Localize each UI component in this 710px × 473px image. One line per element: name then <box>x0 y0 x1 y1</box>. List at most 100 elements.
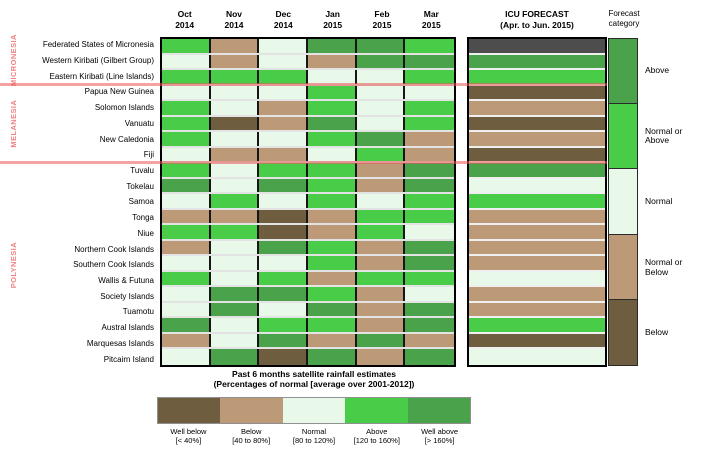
month-cell <box>210 287 260 301</box>
legend-range: [< 40%] <box>175 435 202 445</box>
row-label: Austral Islands <box>101 323 154 333</box>
icu-forecast-cell <box>469 209 605 226</box>
caption-line1: Past 6 months satellite rainfall estimat… <box>232 369 396 379</box>
month-cell <box>356 39 406 53</box>
month-cell <box>162 132 211 146</box>
icu-forecast-column <box>467 37 607 367</box>
month-cell <box>259 101 308 115</box>
legend-swatch <box>158 398 221 423</box>
table-row <box>162 39 454 55</box>
month-cell <box>162 302 211 317</box>
month-cell <box>162 271 211 286</box>
month-cell <box>259 178 308 193</box>
forecast-category-header-line1: Forecast <box>608 9 640 18</box>
month-name: Jan <box>325 9 340 19</box>
month-year: 2014 <box>224 19 244 30</box>
row-label: Solomon Islands <box>94 103 154 113</box>
month-cell <box>308 54 357 69</box>
month-cell <box>162 116 211 131</box>
table-row <box>162 194 454 210</box>
month-cell <box>405 318 454 332</box>
month-cell <box>210 194 260 208</box>
month-header: Dec 2014 <box>259 9 308 30</box>
table-row <box>162 256 454 272</box>
row-label: Papua New Guinea <box>84 87 154 97</box>
month-cell <box>405 194 454 208</box>
region-separator-line <box>0 82 607 86</box>
month-cell <box>259 349 308 365</box>
month-cell <box>405 349 454 365</box>
table-row <box>162 116 454 133</box>
figure-caption: Past 6 months satellite rainfall estimat… <box>157 369 471 389</box>
table-row <box>162 178 454 195</box>
month-cell <box>210 147 260 162</box>
month-year: 2015 <box>421 19 441 30</box>
month-cell <box>405 302 454 317</box>
month-cell <box>162 318 211 332</box>
forecast-category-swatch <box>609 234 637 300</box>
icu-forecast-cell <box>469 333 605 350</box>
table-row <box>162 302 454 319</box>
monthly-rainfall-grid <box>160 37 456 367</box>
month-cell <box>162 101 211 115</box>
month-cell <box>356 54 406 69</box>
legend-swatch <box>220 398 283 423</box>
legend-name: Above <box>366 427 388 436</box>
forecast-category-labels: Above Normal or Above Normal Normal or Belo… <box>645 38 707 366</box>
month-cell <box>405 287 454 301</box>
island-row-labels: Federated States of Micronesia Western Ki… <box>0 37 157 367</box>
month-cell <box>308 256 357 270</box>
month-cell <box>210 178 260 193</box>
month-name: Dec <box>275 9 292 19</box>
month-cell <box>405 116 454 131</box>
month-cell <box>308 349 357 365</box>
month-cell <box>405 333 454 348</box>
row-label: Eastern Kiribati (Line Islands) <box>49 71 155 81</box>
month-cell <box>210 209 260 224</box>
month-cell <box>405 271 454 286</box>
table-row <box>162 287 454 303</box>
month-cell <box>259 302 308 317</box>
legend-label: Normal [80 to 120%] <box>283 427 346 445</box>
month-cell <box>210 163 260 177</box>
month-cell <box>356 302 406 317</box>
table-row <box>162 132 454 148</box>
month-cell <box>308 147 357 162</box>
month-cell <box>162 194 211 208</box>
month-cell <box>405 39 454 53</box>
month-cell <box>308 178 357 193</box>
row-label: Niue <box>137 228 154 238</box>
month-cell <box>356 333 406 348</box>
icu-forecast-cell <box>469 116 605 133</box>
row-label: Tuvalu <box>130 166 154 176</box>
icu-forecast-cell <box>469 194 605 210</box>
icu-forecast-cell <box>469 85 605 102</box>
icu-forecast-cell <box>469 178 605 195</box>
caption-line2: (Percentages of normal [average over 200… <box>213 379 415 389</box>
legend-name: Normal <box>301 427 327 436</box>
month-cell <box>356 147 406 162</box>
month-cell <box>162 287 211 301</box>
icu-forecast-cell <box>469 318 605 334</box>
month-cell <box>308 225 357 239</box>
row-label: New Caledonia <box>99 134 154 144</box>
month-cell <box>259 256 308 270</box>
month-cell <box>308 333 357 348</box>
month-year: 2014 <box>175 19 195 30</box>
month-cell <box>356 163 406 177</box>
month-cell <box>210 349 260 365</box>
month-cell <box>356 209 406 224</box>
forecast-category-header-line2: category <box>608 19 640 28</box>
month-cell <box>356 132 406 146</box>
forecast-category-swatch <box>609 104 637 170</box>
month-cell <box>162 349 211 365</box>
month-cell <box>356 178 406 193</box>
icu-forecast-cell <box>469 101 605 117</box>
month-cell <box>308 39 357 53</box>
month-cell <box>356 194 406 208</box>
month-cell <box>405 101 454 115</box>
month-header: Mar 2015 <box>407 9 456 30</box>
month-header: Nov 2014 <box>209 9 258 30</box>
forecast-category-label: Normal or Below <box>645 257 683 277</box>
month-cell <box>356 287 406 301</box>
